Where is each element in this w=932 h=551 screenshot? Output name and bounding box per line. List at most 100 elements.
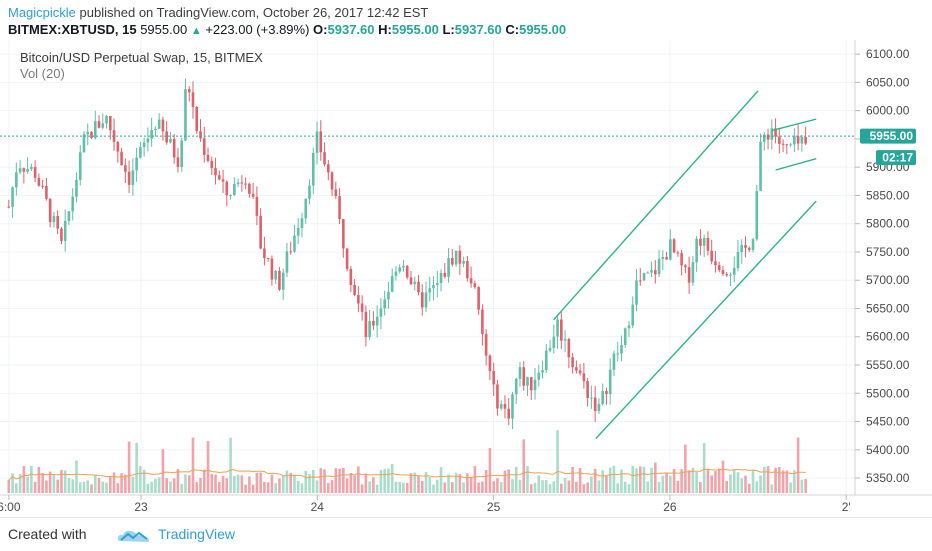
- volume-bar: [755, 481, 759, 493]
- volume-bar: [266, 482, 270, 493]
- low-label: L:: [442, 22, 455, 37]
- time-axis[interactable]: 6:00 23 24 25 26 2': [0, 495, 851, 514]
- candle-body: [714, 261, 717, 266]
- volume-bar: [281, 475, 285, 493]
- volume-bar: [124, 474, 127, 493]
- volume-bar: [37, 466, 41, 493]
- candle-body: [751, 239, 755, 250]
- candle-body: [323, 152, 326, 165]
- volume-bar: [274, 483, 277, 493]
- volume-bar: [202, 469, 206, 493]
- volume-bar: [747, 483, 751, 493]
- volume-bar: [342, 468, 345, 493]
- candle-body: [732, 268, 736, 275]
- candle-body: [424, 292, 428, 308]
- candle-body: [650, 270, 653, 273]
- volume-bar: [26, 476, 29, 493]
- volume-bar: [691, 467, 695, 493]
- volume-bar: [488, 447, 492, 493]
- candle-body: [334, 189, 338, 197]
- price-axis[interactable]: 5350.00 5400.00 5450.00 5500.00 5550.00 5600.…: [855, 47, 910, 485]
- channel-upper-line[interactable]: [553, 90, 759, 321]
- volume-bar: [375, 484, 379, 493]
- candle-body: [308, 185, 311, 199]
- volume-bar: [477, 482, 480, 493]
- candle-body: [481, 309, 484, 335]
- wedge-lower-line[interactable]: [775, 158, 817, 171]
- candle-body: [296, 228, 300, 236]
- volume-bar: [413, 472, 417, 493]
- volume-bar: [620, 469, 623, 493]
- candle-body: [548, 347, 552, 351]
- tradingview-cloud-icon: [117, 530, 150, 542]
- candle-body: [642, 273, 646, 281]
- candle-body: [710, 250, 713, 262]
- candle-body: [537, 372, 541, 380]
- candle-body: [315, 131, 319, 153]
- candle-body: [319, 131, 323, 153]
- candle-body: [447, 258, 450, 277]
- trend-lines: [553, 90, 817, 439]
- candle-body: [759, 141, 762, 192]
- volume-bar: [499, 482, 503, 493]
- candle-body: [522, 367, 526, 386]
- candle-body: [492, 370, 495, 385]
- candle-body: [541, 370, 544, 373]
- candle-body: [676, 252, 680, 254]
- y-tick-label: 5800.00: [866, 217, 910, 231]
- candle-body: [597, 403, 601, 412]
- volume-bar: [105, 482, 108, 493]
- candle-body: [251, 193, 255, 197]
- price-chart[interactable]: 5350.00 5400.00 5450.00 5500.00 5550.00 5600.…: [0, 40, 932, 516]
- volume-bar: [229, 437, 232, 493]
- wedge-upper-line[interactable]: [771, 118, 817, 132]
- volume-bar: [263, 481, 266, 493]
- candle-body: [357, 295, 360, 304]
- candle-body: [45, 185, 48, 199]
- candle-body: [744, 244, 747, 248]
- candle-body: [161, 119, 165, 132]
- volume-bar: [139, 466, 142, 493]
- tradingview-link[interactable]: TradingView: [158, 526, 236, 542]
- volume-bar: [732, 469, 736, 493]
- svg-text:02:17: 02:17: [882, 151, 913, 165]
- candle-body: [214, 168, 217, 176]
- candle-body: [778, 136, 781, 144]
- volume-bar: [650, 467, 653, 493]
- volume-bar: [590, 476, 593, 493]
- candle-body: [157, 119, 161, 129]
- volume-bar: [131, 476, 135, 493]
- volume-bar: [616, 483, 620, 493]
- volume-bar: [721, 460, 725, 493]
- volume-bar: [544, 480, 548, 493]
- candle-body: [567, 339, 571, 358]
- candle-body: [364, 311, 368, 338]
- candle-body: [116, 141, 120, 152]
- volume-bar: [30, 465, 33, 493]
- volume-bar: [657, 481, 661, 493]
- candle-body: [131, 170, 135, 185]
- last-price: 5955.00: [140, 22, 188, 37]
- volume-bar: [736, 472, 740, 493]
- channel-lower-line[interactable]: [595, 200, 817, 439]
- open-label: O:: [313, 22, 328, 37]
- candle-body: [706, 237, 710, 251]
- volume-bar: [575, 481, 578, 493]
- volume-bar: [680, 469, 683, 493]
- volume-bar: [78, 482, 82, 493]
- volume-bar: [800, 479, 804, 493]
- candle-body: [112, 130, 116, 142]
- x-tick-label: 6:00: [0, 500, 21, 514]
- volume-bar: [405, 482, 409, 493]
- candles: [7, 78, 807, 430]
- candle-body: [240, 182, 244, 184]
- candle-body: [90, 131, 93, 138]
- chart-grid: [0, 40, 855, 495]
- volume-bar: [582, 484, 586, 493]
- volume-bar: [146, 483, 150, 493]
- volume-bar: [571, 466, 574, 493]
- candle-body: [108, 115, 112, 131]
- author-link[interactable]: Magicpickle: [8, 5, 76, 20]
- volume-bar: [623, 481, 627, 493]
- volume-bar: [180, 484, 184, 493]
